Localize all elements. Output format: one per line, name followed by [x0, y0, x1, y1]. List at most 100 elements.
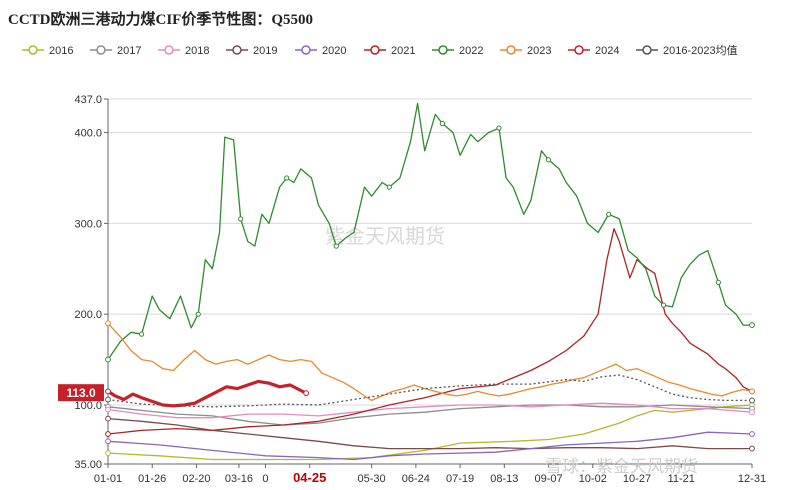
series-point: [439, 120, 445, 127]
y-tick-label: 300.0: [74, 218, 102, 230]
x-tick-label: 02-20: [182, 473, 210, 485]
last-value-label: 113.0: [58, 384, 104, 402]
legend-swatch-marker: [574, 45, 584, 55]
last-value-text: 113.0: [66, 386, 96, 400]
legend-item-2017[interactable]: 2017: [90, 45, 141, 57]
x-tick-label: 10-02: [579, 473, 607, 485]
series-line-2016: [107, 404, 753, 461]
series-start-point-2020: [105, 438, 111, 445]
series-line-2017: [107, 404, 753, 426]
series-start-point-2019: [105, 415, 111, 422]
series-point: [238, 216, 244, 222]
series-point: [195, 311, 201, 317]
series-line-2016-2023均值: [107, 374, 752, 408]
chart-title: CCTD欧洲三港动力煤CIF价季节性图：Q5500: [8, 10, 313, 28]
legend-item-2023[interactable]: 2023: [500, 45, 551, 57]
series-start-point-2016-2023均值: [105, 396, 111, 403]
legend-item-2016-2023均值[interactable]: 2016-2023均值: [636, 44, 738, 57]
series-line-2020: [107, 431, 753, 461]
legend-label: 2022: [459, 45, 483, 57]
series-line-2019: [107, 417, 752, 450]
series-point: [333, 243, 339, 249]
legend-label: 2023: [527, 45, 551, 57]
series-point: [606, 211, 612, 217]
legend-item-2016[interactable]: 2016: [22, 45, 73, 57]
series-line-2023: [107, 322, 753, 402]
series-point: [386, 184, 392, 190]
legend-item-2019[interactable]: 2019: [226, 45, 277, 57]
series-point: [139, 331, 145, 337]
series-end-point-2022: [749, 322, 755, 328]
series-end-point-2018: [749, 409, 755, 416]
grid: [108, 98, 752, 465]
legend-label: 2024: [595, 45, 619, 57]
series-point: [660, 302, 667, 308]
brand-watermark: 雪球：紫金天风期货: [545, 457, 698, 476]
series-start-point-2021: [105, 431, 111, 437]
legend-swatch-marker: [642, 45, 652, 55]
legend-label: 2016: [49, 45, 73, 57]
legend-label: 2021: [391, 45, 415, 57]
series-end-point-2019: [749, 445, 755, 452]
legend[interactable]: 2016 2017 2018 2019 2020 2021 2022 2023 2024 2016…: [22, 44, 738, 57]
legend-swatch-marker: [370, 45, 380, 55]
x-tick-label: 11-21: [668, 473, 695, 485]
series-line-2022: [107, 102, 752, 360]
legend-label: 2017: [117, 45, 141, 57]
y-tick-label: 100.0: [74, 400, 102, 412]
x-tick-label-highlight: 04-25: [293, 470, 326, 485]
series-start-point-2023: [105, 320, 111, 327]
legend-item-2021[interactable]: 2021: [364, 45, 415, 57]
y-tick-label: 200.0: [74, 309, 102, 321]
x-tick-label: 09-07: [534, 473, 562, 485]
series-start-point-2024: [105, 388, 111, 395]
x-axis: 01-01 01-26 02-20 03-16 0 04-25 05-30 06-24 07-1…: [94, 463, 766, 485]
x-tick-label: 01-26: [138, 473, 166, 485]
series-start-point-2016: [105, 450, 111, 457]
legend-item-2020[interactable]: 2020: [295, 45, 346, 57]
series-point: [284, 175, 290, 181]
legend-swatch-marker: [301, 45, 311, 55]
x-tick-label: 08-13: [490, 473, 518, 485]
series-group: [105, 102, 755, 461]
last-value-box: [58, 384, 104, 402]
legend-label: 2019: [253, 45, 277, 57]
legend-item-2018[interactable]: 2018: [158, 45, 209, 57]
series-start-point-2022: [105, 356, 111, 363]
series-end-point-2024: [303, 390, 310, 397]
x-tick-label: 01-01: [94, 473, 122, 485]
y-axis: 35.00 100.0 200.0 300.0 400.0 437.0: [74, 94, 109, 471]
series-end-point-2016-2023均值: [749, 397, 755, 404]
legend-swatch-marker: [506, 45, 516, 55]
watermark: 紫金天风期货: [325, 225, 445, 248]
legend-swatch-marker: [96, 45, 106, 55]
legend-swatch-marker: [28, 45, 38, 55]
y-tick-label: 437.0: [74, 94, 102, 106]
x-tick-label: 10-27: [623, 473, 651, 485]
legend-item-2022[interactable]: 2022: [432, 45, 483, 57]
x-tick-label: 03-16: [225, 473, 253, 485]
legend-swatch-marker: [438, 45, 448, 55]
legend-label: 2018: [185, 45, 209, 57]
legend-item-2024[interactable]: 2024: [568, 45, 619, 57]
legend-label: 2020: [322, 45, 346, 57]
series-end-point-2020: [749, 431, 755, 437]
x-tick-label: 12-31: [738, 473, 766, 485]
x-tick-label: 0: [262, 473, 268, 485]
series-start-point-2018: [105, 406, 111, 413]
series-line-2018: [107, 402, 753, 419]
series-end-point-2023: [749, 388, 755, 395]
x-tick-label: 06-24: [402, 473, 430, 485]
y-tick-label: 35.00: [74, 459, 102, 471]
legend-swatch-marker: [164, 45, 174, 55]
series-point: [496, 125, 502, 131]
series-line-2021: [107, 228, 753, 435]
series-line-2024: [107, 379, 307, 408]
legend-swatch-marker: [232, 45, 242, 55]
series-point: [715, 279, 721, 286]
x-tick-label: 07-19: [446, 473, 474, 485]
series-point: [545, 157, 552, 163]
y-tick-label: 400.0: [74, 128, 102, 140]
